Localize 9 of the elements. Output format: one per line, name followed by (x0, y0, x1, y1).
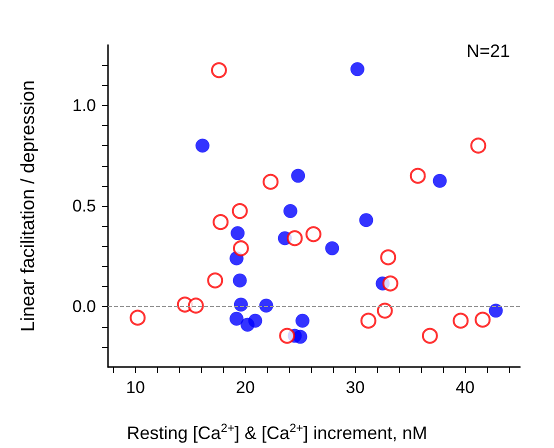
y-tick-label: 0.0 (72, 297, 96, 316)
y-tick-label: 1.0 (72, 96, 96, 115)
x-tick-label: 40 (456, 378, 475, 397)
x-tick-label: 20 (236, 378, 255, 397)
y-axis-title: Linear facilitation / depression (18, 80, 39, 332)
x-tick-label: 10 (126, 378, 145, 397)
x-tick-label: 30 (346, 378, 365, 397)
y-tick-label: 0.5 (72, 196, 96, 216)
annotation: N=21 (466, 41, 510, 61)
